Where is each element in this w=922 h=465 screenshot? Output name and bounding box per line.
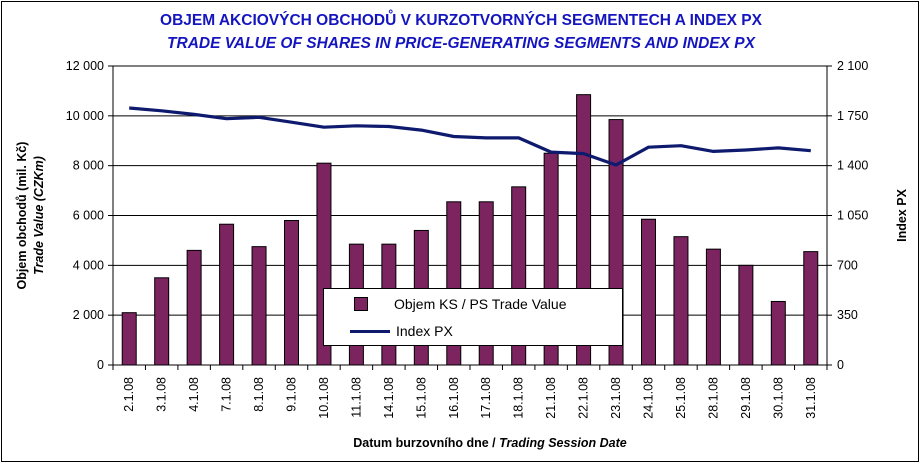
legend-bar-swatch [354, 297, 368, 311]
legend-item-line: Index PX [350, 321, 453, 341]
x-tick-label: 3.1.08 [155, 377, 169, 412]
bar [803, 251, 819, 366]
y-right-tick-label: 1 400 [837, 159, 868, 173]
x-tick-label: 17.1.08 [479, 377, 493, 419]
y-right-tick-label: 0 [837, 358, 844, 372]
legend-line-label: Index PX [396, 323, 453, 339]
legend-item-bars: Objem KS / PS Trade Value [350, 294, 567, 314]
legend-line-swatch [350, 329, 390, 333]
bar [738, 264, 754, 366]
x-axis-title: Datum burzovního dne / Trading Session D… [353, 436, 626, 450]
x-tick-label: 9.1.08 [285, 377, 299, 412]
x-tick-label: 25.1.08 [674, 377, 688, 419]
x-tick-label: 7.1.08 [220, 377, 234, 412]
bar [219, 223, 235, 366]
bar [251, 246, 267, 366]
x-tick-label: 24.1.08 [642, 377, 656, 419]
bar [284, 219, 299, 366]
y-left-axis-title-en: Trade Value (CZKm) [32, 156, 46, 275]
bar [705, 248, 721, 366]
chart-title-cz: OBJEM AKCIOVÝCH OBCHODŮ V KURZOTVORNÝCH … [160, 12, 762, 29]
y-right-tick-label: 2 100 [837, 59, 868, 73]
y-left-tick-label: 10 000 [66, 109, 104, 123]
y-right-tick-label: 700 [837, 258, 858, 272]
x-tick-label: 30.1.08 [771, 377, 785, 419]
y-left-tick-label: 0 [97, 358, 104, 372]
x-tick-label: 8.1.08 [252, 377, 266, 412]
x-tick-label: 21.1.08 [544, 377, 558, 419]
bar [154, 277, 170, 366]
bar [673, 236, 689, 366]
x-tick-label: 31.1.08 [804, 377, 818, 419]
x-tick-label: 4.1.08 [187, 377, 201, 412]
y-left-tick-label: 2 000 [73, 308, 104, 322]
y-left-tick-label: 12 000 [66, 59, 104, 73]
y-right-tick-label: 350 [837, 308, 858, 322]
x-tick-label: 15.1.08 [414, 377, 428, 419]
y-right-tick-label: 1 750 [837, 109, 868, 123]
x-tick-label: 2.1.08 [122, 377, 136, 412]
y-left-tick-label: 4 000 [73, 258, 104, 272]
x-axis-title-en: Trading Session Date [499, 436, 627, 450]
x-tick-label: 23.1.08 [609, 377, 623, 419]
bar [186, 249, 202, 366]
y-left-tick-label: 8 000 [73, 159, 104, 173]
legend-bar-label: Objem KS / PS Trade Value [394, 296, 567, 312]
y-right-axis-title: Index PX [895, 188, 909, 241]
index-px-line [129, 106, 811, 167]
x-tick-label: 18.1.08 [512, 377, 526, 419]
x-tick-label: 29.1.08 [739, 377, 753, 419]
y-left-tick-label: 6 000 [73, 209, 104, 223]
x-tick-label: 28.1.08 [706, 377, 720, 419]
y-right-tick-label: 1 050 [837, 209, 868, 223]
bar [641, 218, 656, 366]
bar [770, 300, 786, 366]
x-tick-label: 22.1.08 [577, 377, 591, 419]
x-axis-title-cz: Datum burzovního dne / [353, 436, 499, 450]
y-left-axis-title-cz: Objem obchodů (mil. Kč) [15, 142, 29, 290]
x-tick-label: 14.1.08 [382, 377, 396, 419]
chart-legend: Objem KS / PS Trade Value Index PX [323, 288, 623, 346]
x-tick-label: 11.1.08 [349, 377, 363, 418]
chart-title-en: TRADE VALUE OF SHARES IN PRICE-GENERATIN… [167, 35, 755, 52]
x-tick-label: 10.1.08 [317, 377, 331, 419]
bar [121, 312, 137, 366]
x-tick-label: 16.1.08 [447, 377, 461, 419]
